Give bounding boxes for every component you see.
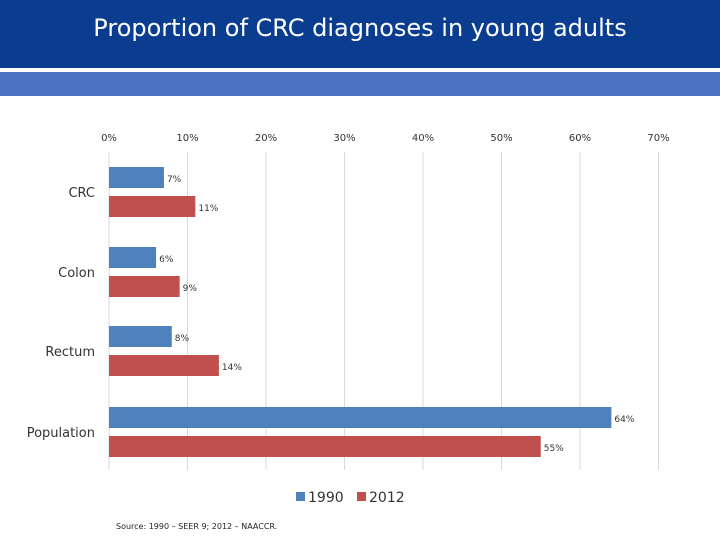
tick-label: 70% <box>647 133 669 144</box>
category-label: Colon <box>58 266 95 281</box>
tick-label: 10% <box>176 133 198 144</box>
page-title: Proportion of CRC diagnoses in young adu… <box>93 14 627 42</box>
tick-label: 40% <box>412 133 434 144</box>
tick-label: 50% <box>490 133 512 144</box>
source-note: Source: 1990 – SEER 9; 2012 – NAACCR. <box>116 522 278 531</box>
bar <box>109 196 196 217</box>
data-label: 14% <box>222 363 242 373</box>
data-label: 64% <box>614 415 634 425</box>
tick-label: 60% <box>569 133 591 144</box>
data-labels: 7% 11% 6% 9% 8% 14% 64% 55% <box>159 175 635 454</box>
x-axis-ticks: 0% 10% 20% 30% 40% 50% 60% 70% <box>101 133 670 144</box>
tick-label: 20% <box>255 133 277 144</box>
data-label: 6% <box>159 255 174 265</box>
data-label: 11% <box>198 204 218 214</box>
legend-swatch <box>296 492 305 501</box>
bar <box>109 436 541 457</box>
category-label: Rectum <box>45 345 95 360</box>
category-label: Population <box>27 426 95 441</box>
tick-label: 0% <box>101 133 117 144</box>
legend: 1990 2012 <box>296 490 405 506</box>
bar <box>109 247 157 268</box>
bars <box>109 167 612 457</box>
bar <box>109 167 164 188</box>
bar <box>109 407 612 428</box>
data-label: 55% <box>544 444 564 454</box>
legend-label: 2012 <box>369 490 405 506</box>
bar <box>109 276 180 297</box>
bar-chart: 0% 10% 20% 30% 40% 50% 60% 70% CRC Colon Rectum Po… <box>27 133 670 506</box>
data-label: 8% <box>175 334 190 344</box>
legend-label: 1990 <box>308 490 344 506</box>
category-label: CRC <box>68 186 95 201</box>
tick-label: 30% <box>333 133 355 144</box>
header-bar <box>0 0 720 68</box>
category-labels: CRC Colon Rectum Population <box>27 186 95 441</box>
bar <box>109 326 172 347</box>
legend-swatch <box>357 492 366 501</box>
data-label: 7% <box>167 175 182 185</box>
bar <box>109 355 219 376</box>
accent-stripe <box>0 72 720 96</box>
data-label: 9% <box>183 284 198 294</box>
